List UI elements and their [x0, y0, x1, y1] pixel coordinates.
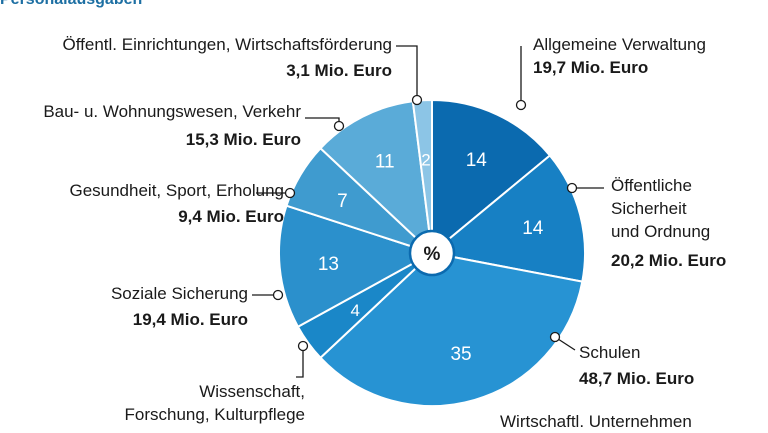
- slice-name: Öffentl. Einrichtungen, Wirtschaftsförde…: [62, 35, 392, 54]
- label-wissenschaft-forschung: Wissenschaft, Forschung, Kulturpflege: [125, 380, 306, 426]
- pie-slice: [431, 98, 552, 256]
- slice-name: Wirtschaftl. Unternehmen: [500, 412, 692, 431]
- leader-dot: [566, 182, 578, 194]
- label-soziale-sicherung: Soziale Sicherung 19,4 Mio. Euro: [111, 282, 248, 331]
- label-oeffentl-einrichtungen: Öffentl. Einrichtungen, Wirtschaftsförde…: [63, 33, 392, 82]
- slice-name-line-2: Forschung, Kulturpflege: [124, 405, 306, 424]
- leader-line: [296, 346, 304, 378]
- leader-dot: [297, 340, 309, 352]
- slice-value-label: 14: [522, 218, 544, 239]
- pie-slice: [319, 100, 434, 256]
- slice-name-line-2: Sicherheit: [611, 199, 687, 218]
- slice-amount: 3,1 Mio. Euro: [286, 61, 392, 80]
- slice-amount: 15,3 Mio. Euro: [185, 130, 301, 149]
- label-gesundheit-sport: Gesundheit, Sport, Erholung 9,4 Mio. Eur…: [69, 179, 284, 228]
- slice-name: Soziale Sicherung: [110, 284, 248, 303]
- slice-name-line-1: Öffentliche: [611, 176, 692, 195]
- label-oeffentliche-sicherheit: Öffentliche Sicherheit und Ordnung 20,2 …: [611, 174, 726, 272]
- leader-dot: [333, 120, 345, 132]
- slice-value-label: 4: [351, 301, 360, 320]
- slice-value-label: 13: [318, 254, 339, 275]
- leader-dot: [549, 331, 561, 343]
- leader-lines: [252, 45, 604, 378]
- label-schulen: Schulen 48,7 Mio. Euro: [579, 341, 694, 390]
- slice-value-label: 7: [337, 191, 348, 212]
- chart-header: Personalausgaben: [0, 0, 142, 9]
- slice-name: Gesundheit, Sport, Erholung: [69, 181, 284, 200]
- leader-dot: [515, 99, 527, 111]
- leader-line: [305, 117, 340, 126]
- pie-slices: [278, 98, 586, 407]
- label-allgemeine-verwaltung: Allgemeine Verwaltung 19,7 Mio. Euro: [533, 33, 706, 79]
- slice-value-label: 35: [450, 344, 471, 365]
- slice-name: Allgemeine Verwaltung: [533, 35, 706, 54]
- label-bau-wohnungswesen: Bau- u. Wohnungswesen, Verkehr 15,3 Mio.…: [43, 100, 301, 151]
- slice-value-labels: 14 14 35 4 13 7 11 2: [318, 150, 544, 365]
- pie-slice: [319, 251, 584, 407]
- leader-line: [396, 45, 418, 100]
- slice-name: Schulen: [579, 343, 641, 362]
- pie-slice: [278, 204, 435, 329]
- slice-value-label: 14: [466, 150, 488, 171]
- slice-name-line-3: und Ordnung: [611, 222, 711, 241]
- slice-amount: 9,4 Mio. Euro: [178, 207, 284, 226]
- slice-value-label: 11: [375, 151, 395, 172]
- center-circle: [408, 229, 456, 277]
- pie-slice: [429, 154, 586, 283]
- slice-amount: 19,7 Mio. Euro: [533, 58, 649, 77]
- leader-dot: [272, 289, 284, 301]
- slice-amount: 20,2 Mio. Euro: [611, 251, 727, 270]
- slice-value-label: 2: [421, 150, 430, 169]
- slice-name: Bau- u. Wohnungswesen, Verkehr: [43, 102, 301, 121]
- center-label: %: [424, 244, 441, 265]
- leader-dot: [411, 94, 423, 106]
- label-wirtschaftliche-unternehmen: Wirtschaftl. Unternehmen: [500, 410, 692, 433]
- slice-amount: 48,7 Mio. Euro: [579, 369, 695, 388]
- leader-dot: [284, 187, 296, 199]
- slice-name-line-1: Wissenschaft,: [199, 382, 305, 401]
- slice-amount: 19,4 Mio. Euro: [132, 310, 248, 329]
